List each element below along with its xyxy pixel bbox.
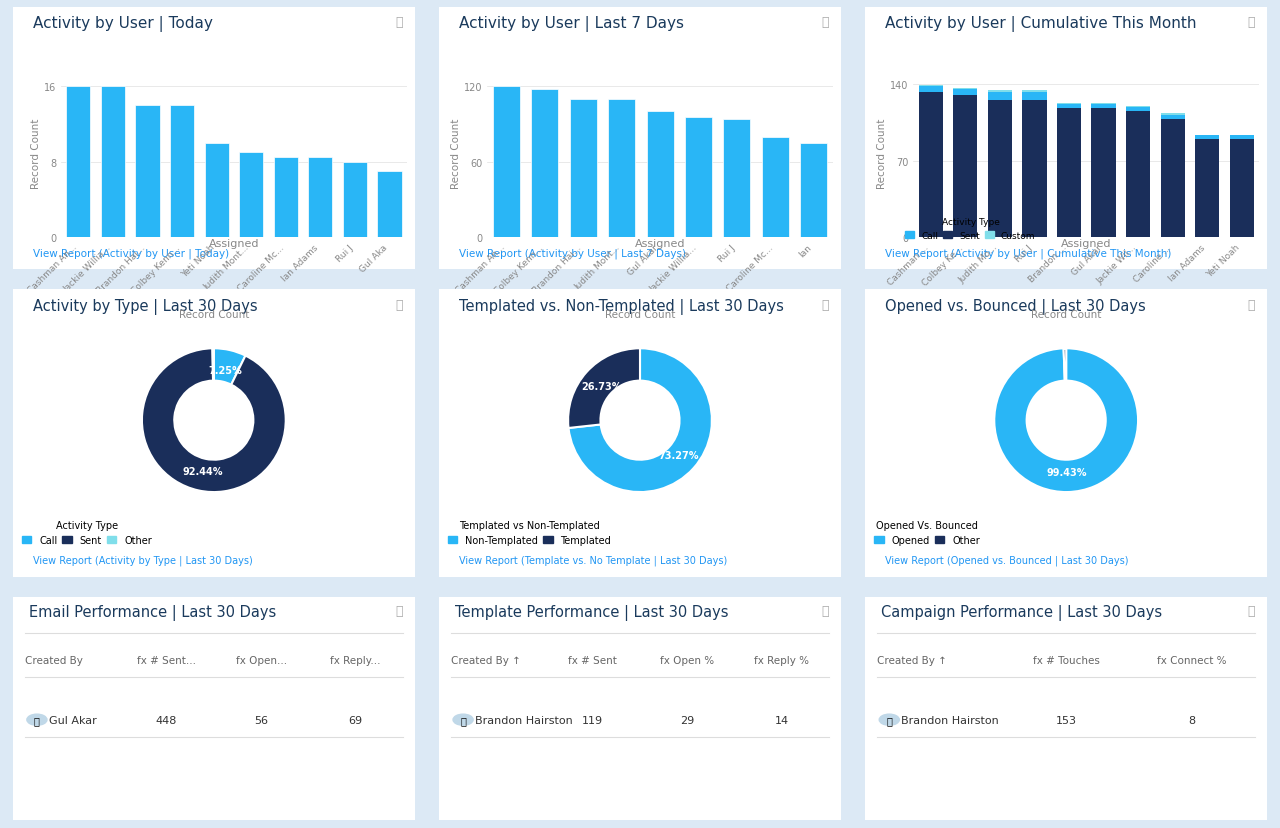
Text: Assigned: Assigned — [1061, 238, 1111, 248]
Text: View Report (Activity by User | Last 7 Days): View Report (Activity by User | Last 7 D… — [460, 248, 686, 259]
Text: Record Count: Record Count — [605, 310, 675, 320]
Text: ⤢: ⤢ — [822, 604, 829, 618]
Text: 119: 119 — [582, 715, 603, 724]
Text: View Report (Template vs. No Template | Last 30 Days): View Report (Template vs. No Template | … — [460, 556, 727, 566]
Text: Record Count: Record Count — [1030, 310, 1101, 320]
Text: Assigned: Assigned — [209, 238, 259, 248]
Text: 69: 69 — [348, 715, 362, 724]
Circle shape — [453, 715, 474, 725]
Text: Gul Akar: Gul Akar — [49, 715, 97, 724]
Circle shape — [27, 715, 47, 725]
Text: Brandon Hairston: Brandon Hairston — [475, 715, 573, 724]
Text: Activity by User | Last 7 Days: Activity by User | Last 7 Days — [460, 16, 684, 32]
Legend: Opened, Other: Opened, Other — [870, 517, 983, 549]
Text: ⤢: ⤢ — [396, 299, 403, 311]
Text: 448: 448 — [156, 715, 177, 724]
Text: 8: 8 — [1189, 715, 1196, 724]
Text: Campaign Performance | Last 30 Days: Campaign Performance | Last 30 Days — [881, 604, 1162, 620]
Text: fx Reply...: fx Reply... — [330, 655, 380, 665]
Text: fx Reply %: fx Reply % — [754, 655, 809, 665]
Text: 👤: 👤 — [35, 715, 40, 724]
Text: 153: 153 — [1056, 715, 1076, 724]
Text: 👤: 👤 — [886, 715, 892, 724]
Legend: Call, Sent, Other: Call, Sent, Other — [18, 517, 156, 549]
Text: fx Connect %: fx Connect % — [1157, 655, 1228, 665]
Text: 14: 14 — [774, 715, 788, 724]
Legend: Call, Sent, Custom: Call, Sent, Custom — [902, 214, 1039, 244]
Text: Created By ↑: Created By ↑ — [877, 655, 947, 665]
Text: ⤢: ⤢ — [396, 604, 403, 618]
Text: fx # Sent: fx # Sent — [568, 655, 617, 665]
Text: Template Performance | Last 30 Days: Template Performance | Last 30 Days — [456, 604, 728, 620]
Text: Opened vs. Bounced | Last 30 Days: Opened vs. Bounced | Last 30 Days — [886, 299, 1146, 315]
Text: Activity by User | Today: Activity by User | Today — [33, 16, 212, 32]
Text: View Report (Activity by Type | Last 30 Days): View Report (Activity by Type | Last 30 … — [33, 556, 252, 566]
Text: Record Count: Record Count — [179, 310, 250, 320]
Text: ⤢: ⤢ — [1248, 299, 1256, 311]
Text: ⤢: ⤢ — [822, 299, 829, 311]
Text: Assigned: Assigned — [635, 238, 685, 248]
Text: ⤢: ⤢ — [396, 16, 403, 29]
Circle shape — [879, 715, 900, 725]
Text: fx # Touches: fx # Touches — [1033, 655, 1100, 665]
Text: View Report (Activity by User | Cumulative This Month): View Report (Activity by User | Cumulati… — [886, 248, 1171, 259]
Text: 👤: 👤 — [460, 715, 466, 724]
Text: fx Open %: fx Open % — [660, 655, 714, 665]
Text: View Report (Activity by User | Today): View Report (Activity by User | Today) — [33, 248, 229, 259]
Text: fx Open...: fx Open... — [236, 655, 287, 665]
Text: ⤢: ⤢ — [1248, 604, 1256, 618]
Text: ⤢: ⤢ — [1248, 16, 1256, 29]
Legend: Non-Templated, Templated: Non-Templated, Templated — [444, 517, 616, 549]
Text: Activity by Type | Last 30 Days: Activity by Type | Last 30 Days — [33, 299, 257, 315]
Text: ⤢: ⤢ — [822, 16, 829, 29]
Text: Created By ↑: Created By ↑ — [451, 655, 521, 665]
Text: Activity by User | Cumulative This Month: Activity by User | Cumulative This Month — [886, 16, 1197, 32]
Text: Email Performance | Last 30 Days: Email Performance | Last 30 Days — [29, 604, 276, 620]
Text: fx # Sent...: fx # Sent... — [137, 655, 196, 665]
Text: View Report (Opened vs. Bounced | Last 30 Days): View Report (Opened vs. Bounced | Last 3… — [886, 556, 1129, 566]
Text: 56: 56 — [253, 715, 268, 724]
Text: 29: 29 — [680, 715, 694, 724]
Text: Brandon Hairston: Brandon Hairston — [901, 715, 1000, 724]
Text: Templated vs. Non-Templated | Last 30 Days: Templated vs. Non-Templated | Last 30 Da… — [460, 299, 783, 315]
Text: Created By: Created By — [24, 655, 83, 665]
